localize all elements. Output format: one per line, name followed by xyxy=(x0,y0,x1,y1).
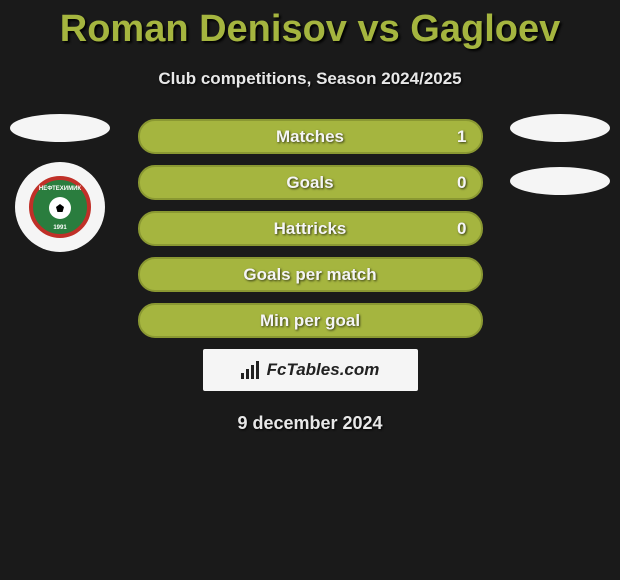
club-badge-left: НЕФТЕХИМИК 1991 xyxy=(15,162,105,252)
stat-rows-container: Matches 1 Goals 0 Hattricks 0 Goals per … xyxy=(138,119,483,338)
stat-value: 1 xyxy=(457,127,466,147)
stat-row-min-per-goal: Min per goal xyxy=(138,303,483,338)
club-name-text: НЕФТЕХИМИК xyxy=(39,186,81,192)
watermark-text: FcTables.com xyxy=(267,360,380,380)
stat-label: Min per goal xyxy=(260,311,360,331)
season-subtitle: Club competitions, Season 2024/2025 xyxy=(0,69,620,89)
right-player-badges xyxy=(510,114,610,220)
snapshot-date: 9 december 2024 xyxy=(0,413,620,434)
club-year-text: 1991 xyxy=(53,225,66,231)
left-player-badges: НЕФТЕХИМИК 1991 xyxy=(10,114,110,252)
stat-row-goals: Goals 0 xyxy=(138,165,483,200)
club-badge-inner: НЕФТЕХИМИК 1991 xyxy=(29,176,91,238)
stat-row-matches: Matches 1 xyxy=(138,119,483,154)
stat-label: Matches xyxy=(276,127,344,147)
player-right-placeholder-2 xyxy=(510,167,610,195)
soccer-ball-icon xyxy=(49,197,71,219)
stat-row-goals-per-match: Goals per match xyxy=(138,257,483,292)
player-right-placeholder-1 xyxy=(510,114,610,142)
watermark-box: FcTables.com xyxy=(203,349,418,391)
stat-label: Hattricks xyxy=(274,219,347,239)
stat-label: Goals per match xyxy=(243,265,376,285)
comparison-title: Roman Denisov vs Gagloev xyxy=(0,8,620,51)
stat-row-hattricks: Hattricks 0 xyxy=(138,211,483,246)
stat-value: 0 xyxy=(457,173,466,193)
stats-area: НЕФТЕХИМИК 1991 Matches 1 Goals 0 Hattri… xyxy=(0,119,620,434)
stat-label: Goals xyxy=(286,173,333,193)
stat-value: 0 xyxy=(457,219,466,239)
player-left-placeholder xyxy=(10,114,110,142)
bar-chart-icon xyxy=(241,361,261,379)
